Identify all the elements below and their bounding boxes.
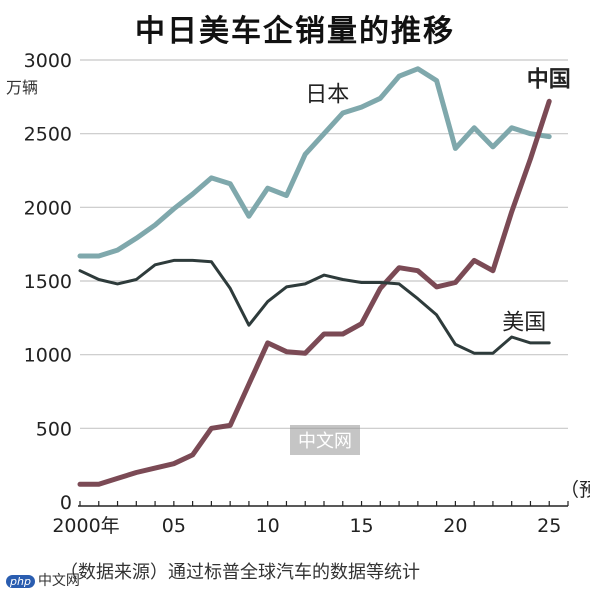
series-line-美国 <box>78 258 551 355</box>
php-logo-icon: php <box>6 575 35 588</box>
series-label: 中国 <box>527 68 571 93</box>
x-tick-label: 10 <box>256 515 280 537</box>
y-axis-unit: 万辆 <box>6 78 39 97</box>
watermark-left: php 中文网 <box>6 570 80 590</box>
chart-title: 中日美车企销量的推移 <box>135 14 455 49</box>
series-line-中国 <box>77 98 552 487</box>
series-label: 美国 <box>502 311 546 336</box>
x-tick-label: 20 <box>443 515 467 537</box>
source-note: （数据来源）通过标普全球汽车的数据等统计 <box>60 562 420 583</box>
x-tick-label: 25 <box>537 515 561 537</box>
y-tick-label: 500 <box>36 418 72 440</box>
y-tick-label: 2500 <box>24 124 72 146</box>
y-tick-label: 3000 <box>24 50 72 72</box>
forecast-note: （预 <box>560 479 590 501</box>
y-tick-label: 2000 <box>24 197 72 219</box>
x-tick-label: 05 <box>162 515 186 537</box>
series-label: 日本 <box>305 82 349 107</box>
x-tick-label: 15 <box>349 515 373 537</box>
x-tick-label: 2000年 <box>52 515 119 537</box>
y-tick-label: 1000 <box>24 345 72 367</box>
watermark-left-text: 中文网 <box>37 573 80 589</box>
y-tick-label: 0 <box>60 492 72 514</box>
series-line-日本 <box>77 66 552 259</box>
watermark-center: 中文网 <box>290 425 360 455</box>
y-tick-label: 1500 <box>24 271 72 293</box>
